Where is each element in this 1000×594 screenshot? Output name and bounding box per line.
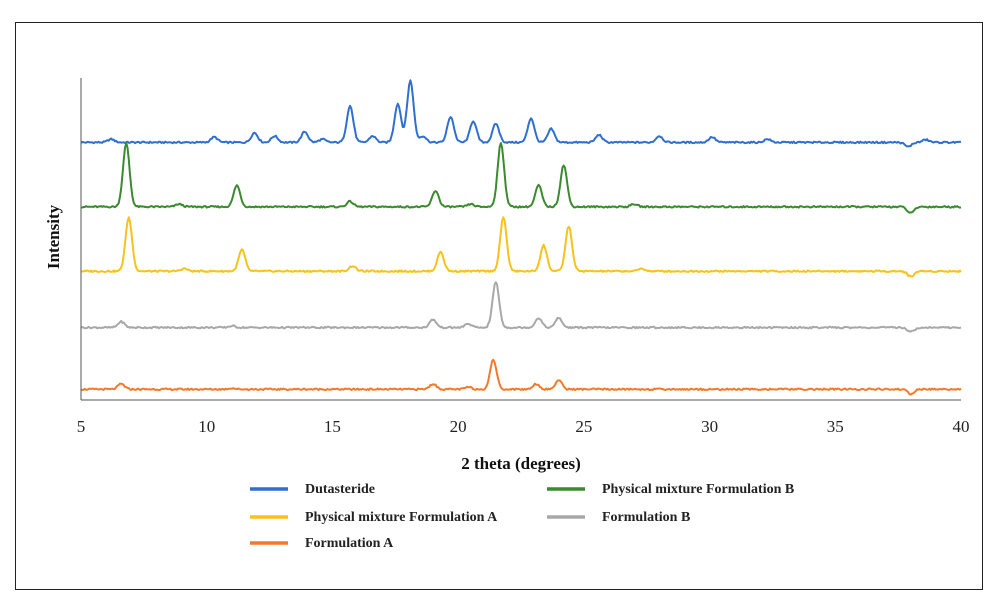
series-line-dutasteride	[80, 79, 962, 148]
series-line-physical-mixture-formulation-a	[80, 216, 962, 278]
legend-item: Dutasteride	[250, 482, 375, 497]
legend-label: Dutasteride	[305, 482, 375, 497]
x-tick-label: 20	[450, 417, 467, 436]
series-line-formulation-a	[80, 358, 962, 396]
legend-item: Physical mixture Formulation A	[250, 510, 498, 525]
x-tick-labels: 5 10 15 20 25 30 35 40	[77, 417, 970, 436]
legend: Dutasteride Physical mixture Formulation …	[250, 482, 794, 551]
x-tick-label: 40	[953, 417, 970, 436]
legend-label: Formulation A	[305, 536, 394, 551]
x-tick-label: 35	[827, 417, 844, 436]
series-line-formulation-b	[80, 281, 962, 333]
x-tick-label: 5	[77, 417, 86, 436]
legend-label: Physical mixture Formulation A	[305, 510, 498, 525]
legend-item: Physical mixture Formulation B	[547, 482, 794, 497]
x-tick-label: 25	[575, 417, 592, 436]
legend-label: Formulation B	[602, 510, 690, 525]
x-tick-label: 15	[324, 417, 341, 436]
legend-item: Formulation B	[547, 510, 690, 525]
legend-item: Formulation A	[250, 536, 394, 551]
y-axis-title: Intensity	[44, 204, 63, 269]
x-tick-label: 10	[198, 417, 215, 436]
x-tick-label: 30	[701, 417, 718, 436]
x-axis-title: 2 theta (degrees)	[461, 454, 581, 473]
series-line-physical-mixture-formulation-b	[80, 142, 962, 214]
series-lines	[80, 79, 962, 396]
legend-label: Physical mixture Formulation B	[602, 482, 794, 497]
